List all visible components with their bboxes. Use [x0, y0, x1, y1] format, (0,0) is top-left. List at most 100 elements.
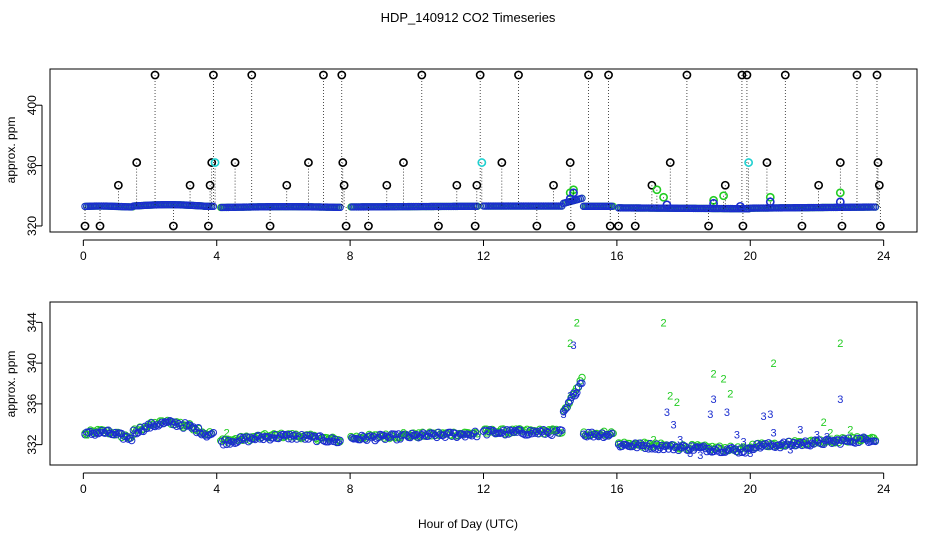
series-2-label: 2 [661, 317, 667, 329]
series-1-point [339, 180, 349, 190]
series-3-point [194, 423, 203, 432]
series-1-point [80, 221, 90, 231]
series-1-point [614, 221, 623, 231]
series-1-point [630, 221, 640, 231]
series-1-point [230, 158, 240, 167]
series-2-point [719, 191, 728, 201]
series-1-point [682, 70, 692, 80]
series-1-point [605, 221, 615, 231]
series-2-label: 2 [651, 435, 657, 447]
series-1-point [704, 221, 713, 231]
series-1-point [720, 180, 730, 190]
series-1-point [604, 70, 613, 80]
series-3-point [208, 430, 216, 438]
series-highlight-point [210, 158, 220, 167]
series-1-point [797, 221, 807, 231]
series-3-point [564, 398, 573, 407]
series-3-point [189, 423, 198, 431]
series-3-point [858, 435, 866, 443]
series-1-point [304, 158, 313, 167]
series-highlight-point [744, 158, 754, 167]
series-3-point [348, 434, 356, 442]
series-1-point [497, 158, 507, 167]
series-3-point [383, 432, 391, 440]
series-1-point [835, 158, 845, 167]
series-1-point [549, 180, 558, 190]
series-3-label: 3 [757, 440, 763, 452]
series-3-point [838, 436, 846, 445]
series-3-point [503, 426, 511, 434]
series-3-label: 3 [664, 407, 670, 419]
series-3-point [533, 427, 541, 436]
series-2-label: 2 [224, 427, 230, 439]
series-3-label: 3 [687, 448, 693, 460]
series-1-point [399, 158, 408, 167]
chart-title: HDP_140912 CO2 Timeseries [381, 10, 556, 25]
series-3-point [662, 200, 672, 210]
series-1-point [565, 158, 575, 167]
series-3-point [601, 432, 609, 440]
top-y-axis-title: approx. ppm [4, 117, 18, 184]
series-3-point [286, 430, 294, 439]
series-1-point [338, 158, 348, 167]
series-2-point [659, 192, 668, 202]
series-1-point [532, 221, 542, 231]
series-3-point [144, 420, 153, 428]
series-3-point [578, 194, 586, 203]
x-tick-label: 0 [80, 249, 87, 263]
top-y-axis: 320 360 400 [25, 95, 43, 236]
series-1-point [475, 70, 485, 80]
series-2-label: 2 [574, 317, 580, 329]
x-tick-label: 16 [610, 249, 624, 263]
series-3-point [127, 436, 136, 445]
series-1-point [874, 180, 884, 190]
x-tick-label: 0 [80, 482, 87, 496]
series-3-point [871, 203, 880, 211]
series-3-point [336, 436, 344, 445]
series-3-point [829, 436, 838, 445]
series-2-label: 2 [667, 391, 673, 403]
series-3-point [191, 424, 199, 433]
series-1-point [247, 70, 257, 80]
series-3-point [112, 430, 121, 439]
series-3-point [658, 441, 666, 450]
series-2-label: 2 [550, 424, 556, 436]
series-3-point [243, 433, 251, 441]
series-3-label: 3 [747, 448, 753, 460]
series-1-point [341, 221, 351, 231]
series-2-label: 2 [484, 427, 490, 439]
series-2-point [649, 440, 658, 449]
series-3-point [794, 440, 803, 449]
top-panel-marks [80, 70, 885, 231]
series-3-label: 3 [671, 419, 677, 431]
series-3-point [221, 435, 229, 444]
series-3-point [765, 197, 775, 207]
series-3-point [143, 424, 151, 433]
series-1-point [873, 158, 883, 167]
series-1-point [665, 158, 675, 167]
series-3-point [366, 432, 374, 440]
series-3-label: 3 [560, 409, 566, 421]
series-3-point [835, 197, 845, 207]
series-3-point [134, 428, 143, 437]
x-tick-label: 8 [347, 249, 354, 263]
series-2-label: 2 [847, 424, 853, 436]
series-3-point [484, 427, 493, 436]
series-3-point [709, 198, 718, 208]
series-1-point [472, 180, 482, 190]
series-3-point [561, 405, 569, 414]
x-tick-label: 12 [477, 482, 491, 496]
series-3-point [301, 435, 309, 443]
x-tick-label: 4 [213, 249, 220, 263]
series-3-point [418, 430, 426, 439]
series-3-label: 3 [707, 409, 713, 421]
y-tick-label: 360 [25, 155, 39, 175]
series-1-point [452, 180, 462, 190]
series-3-point [634, 441, 643, 449]
series-2-label: 2 [727, 389, 733, 401]
series-3-point [836, 440, 845, 448]
series-1-point [852, 70, 862, 80]
series-3-label: 3 [677, 435, 683, 447]
series-1-point [514, 70, 523, 80]
series-3-point [471, 427, 479, 436]
